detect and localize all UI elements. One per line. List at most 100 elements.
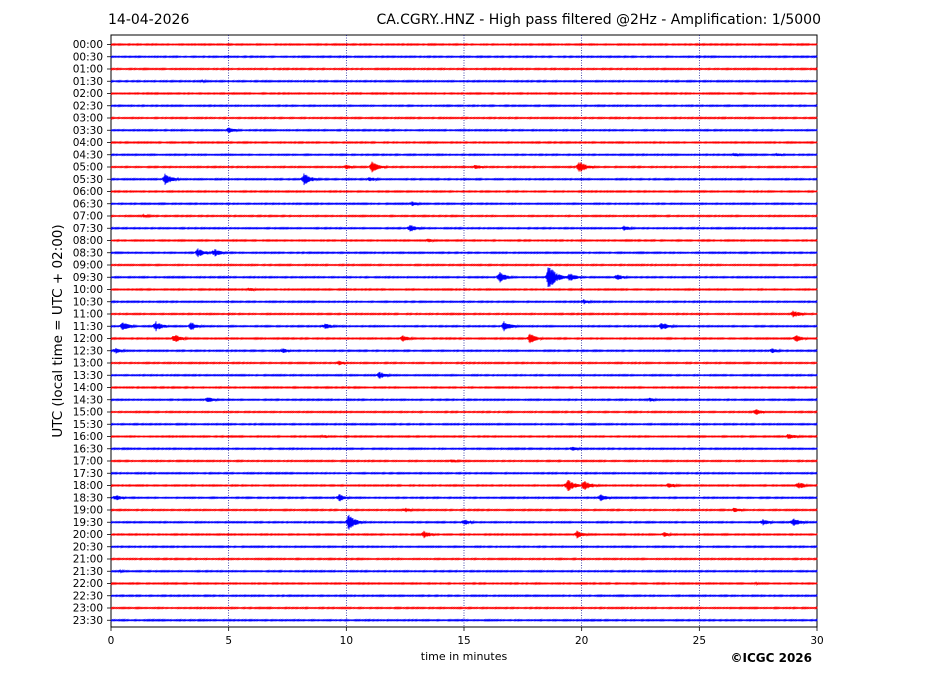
y-tick-label: 03:30 (73, 125, 103, 137)
trace-0530 (110, 173, 818, 186)
trace-0300 (110, 116, 818, 120)
trace-1300 (110, 360, 818, 366)
y-tick-label: 19:00 (73, 505, 103, 517)
y-tick-label: 09:00 (73, 260, 103, 272)
y-tick-label: 03:00 (73, 113, 103, 125)
y-tick-label: 09:30 (73, 272, 103, 284)
trace-1030 (110, 299, 818, 305)
date-label: 14-04-2026 (108, 12, 190, 28)
trace-1000 (110, 287, 818, 292)
y-tick-label: 21:00 (73, 554, 103, 566)
y-tick-label: 13:00 (73, 358, 103, 370)
y-tick-label: 00:00 (73, 39, 103, 51)
x-axis-label: time in minutes (421, 650, 508, 663)
trace-1530 (110, 422, 818, 427)
trace-1230 (110, 347, 818, 354)
y-tick-label: 19:30 (73, 517, 103, 529)
x-tick-label: 0 (108, 635, 115, 647)
y-tick-label: 11:30 (73, 321, 103, 333)
trace-0400 (110, 140, 818, 145)
y-tick-label: 01:30 (73, 76, 103, 88)
trace-1800 (110, 479, 818, 492)
trace-0330 (110, 127, 818, 133)
trace-2300 (110, 606, 818, 610)
trace-0600 (110, 189, 818, 194)
y-tick-label: 00:30 (73, 51, 103, 63)
trace-0730 (110, 224, 818, 232)
trace-0000 (110, 42, 818, 47)
y-tick-label: 20:30 (73, 541, 103, 553)
x-tick-label: 5 (225, 635, 232, 647)
trace-2100 (110, 557, 818, 561)
trace-0630 (110, 201, 818, 207)
y-axis-label: UTC (local time = UTC + 02:00) (50, 224, 66, 437)
y-tick-label: 16:00 (73, 431, 103, 443)
trace-1130 (110, 321, 818, 332)
trace-1900 (110, 507, 818, 513)
y-tick-label: 01:00 (73, 64, 103, 76)
trace-1930 (110, 514, 818, 530)
trace-0030 (110, 54, 818, 59)
y-tick-label: 06:00 (73, 186, 103, 198)
trace-0430 (110, 152, 818, 158)
trace-2030 (110, 544, 818, 549)
trace-2230 (110, 593, 818, 598)
y-tick-label: 10:00 (73, 284, 103, 296)
y-tick-label: 08:00 (73, 235, 103, 247)
y-tick-label: 21:30 (73, 566, 103, 578)
trace-1200 (110, 333, 818, 344)
trace-0930 (110, 267, 818, 288)
y-tick-label: 02:00 (73, 88, 103, 100)
y-tick-label: 10:30 (73, 296, 103, 308)
x-tick-label: 30 (810, 635, 823, 647)
y-tick-label: 07:30 (73, 223, 103, 235)
y-tick-label: 18:30 (73, 492, 103, 504)
y-tick-label: 05:30 (73, 174, 103, 186)
y-tick-label: 02:30 (73, 100, 103, 112)
trace-0230 (110, 103, 818, 108)
y-tick-label: 08:30 (73, 247, 103, 259)
y-tick-label: 05:00 (73, 162, 103, 174)
y-tick-label: 16:30 (73, 443, 103, 455)
y-tick-label: 22:00 (73, 578, 103, 590)
y-tick-label: 04:30 (73, 149, 103, 161)
y-tick-label: 07:00 (73, 211, 103, 223)
x-tick-label: 15 (457, 635, 470, 647)
y-tick-label: 11:00 (73, 309, 103, 321)
y-tick-label: 14:00 (73, 382, 103, 394)
trace-0130 (110, 78, 818, 84)
y-tick-label: 17:30 (73, 468, 103, 480)
y-tick-label: 15:30 (73, 419, 103, 431)
y-tick-label: 12:00 (73, 333, 103, 345)
x-tick-label: 10 (340, 635, 353, 647)
y-tick-label: 22:30 (73, 590, 103, 602)
y-tick-label: 06:30 (73, 198, 103, 210)
copyright-credit: ©ICGC 2026 (730, 651, 812, 665)
y-tick-label: 14:30 (73, 394, 103, 406)
x-tick-label: 20 (575, 635, 588, 647)
y-tick-label: 17:00 (73, 456, 103, 468)
trace-1700 (110, 458, 818, 464)
trace-2000 (110, 530, 818, 539)
y-tick-label: 13:30 (73, 370, 103, 382)
y-tick-label: 12:30 (73, 345, 103, 357)
trace-1500 (110, 409, 818, 415)
trace-0100 (110, 67, 818, 71)
trace-2330 (110, 618, 818, 623)
y-tick-label: 20:00 (73, 529, 103, 541)
trace-1830 (110, 494, 818, 502)
trace-0800 (110, 238, 818, 243)
trace-1400 (110, 385, 818, 390)
y-tick-label: 23:30 (73, 615, 103, 627)
trace-0830 (110, 248, 818, 258)
x-tick-label: 25 (693, 635, 706, 647)
trace-0900 (110, 263, 818, 267)
trace-0500 (110, 161, 818, 173)
trace-1730 (110, 471, 818, 476)
trace-0200 (110, 91, 818, 96)
trace-1330 (110, 371, 818, 379)
y-tick-label: 18:00 (73, 480, 103, 492)
y-tick-label: 23:00 (73, 603, 103, 615)
